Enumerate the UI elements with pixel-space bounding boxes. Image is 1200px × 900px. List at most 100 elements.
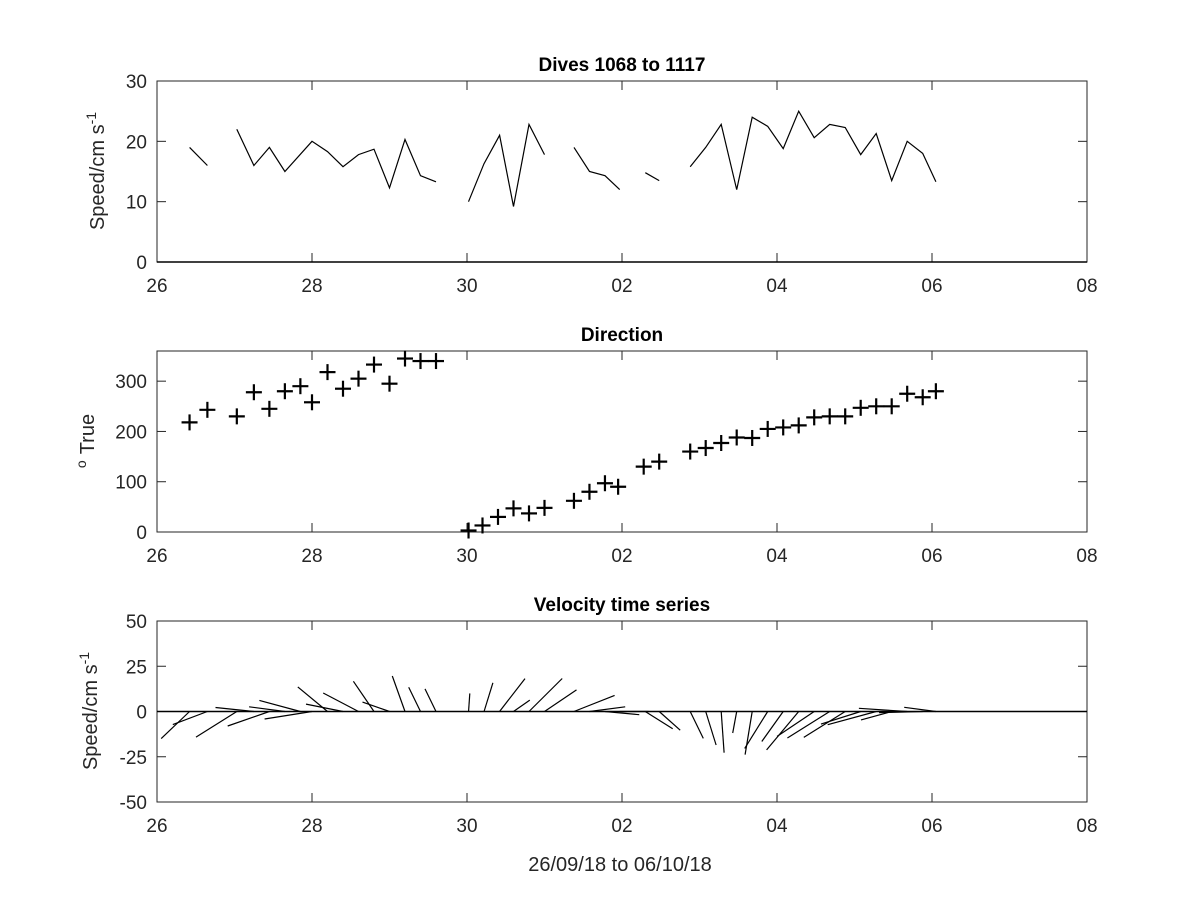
direction-point: [381, 375, 398, 392]
velocity-stick: [644, 710, 674, 730]
velocity-stick: [408, 686, 422, 712]
x-tick-label: 08: [1076, 546, 1097, 567]
x-tick-label: 04: [766, 816, 788, 837]
velocity-stick: [528, 678, 563, 712]
speed-y-ticks: 0 10 20 30: [126, 72, 1087, 274]
x-tick-label: 04: [766, 276, 788, 297]
velocity-stick: [776, 711, 815, 737]
velocity-stick: [352, 680, 375, 712]
direction-point: [474, 517, 491, 534]
x-tick-label: 28: [301, 276, 322, 297]
velocity-stick: [424, 688, 437, 712]
y-tick-label: 0: [136, 703, 147, 724]
direction-point: [821, 408, 838, 425]
velocity-x-ticks: 26 28 30 02 04 06 08: [146, 621, 1098, 837]
direction-chart-title: Direction: [581, 325, 663, 346]
velocity-chart-title: Velocity time series: [534, 595, 710, 616]
velocity-stick: [195, 710, 238, 738]
velocity-stick: [689, 711, 704, 739]
x-tick-label: 06: [921, 546, 942, 567]
direction-point: [428, 353, 444, 370]
velocity-stick: [264, 710, 313, 720]
direction-point: [744, 429, 761, 446]
direction-point: [319, 364, 336, 381]
direction-point: [397, 350, 413, 367]
velocity-stick: [803, 710, 846, 738]
x-tick-label: 26: [146, 276, 167, 297]
direction-point: [490, 508, 506, 525]
x-tick-label: 30: [456, 816, 477, 837]
velocity-stick: [160, 711, 190, 740]
direction-point: [245, 384, 262, 401]
y-tick-label: 30: [126, 72, 147, 93]
direction-point: [181, 414, 198, 431]
direction-point: [682, 443, 699, 460]
direction-point: [883, 398, 900, 415]
direction-point: [852, 399, 869, 416]
speed-x-ticks: 26 28 30 02 04 06 08: [146, 81, 1098, 297]
velocity-stick: [705, 711, 717, 746]
y-tick-label: 20: [126, 132, 147, 153]
velocity-y-axis-label: Speed/cm s-1: [76, 652, 102, 770]
velocity-stick: [544, 689, 577, 712]
velocity-stick: [499, 678, 526, 712]
speed-series-segment: [689, 109, 937, 190]
x-tick-label: 02: [611, 546, 632, 567]
y-tick-label: 50: [126, 612, 147, 633]
direction-point: [697, 440, 714, 457]
direction-point: [596, 475, 613, 492]
direction-point: [837, 408, 854, 425]
velocity-stick: [820, 710, 861, 725]
direction-point: [790, 417, 807, 434]
direction-x-ticks: 26 28 30 02 04 06 08: [146, 351, 1098, 567]
y-tick-label: -25: [120, 748, 147, 769]
velocity-stick: [766, 711, 800, 751]
direction-point: [581, 483, 598, 500]
direction-point: [199, 401, 216, 418]
direction-point: [228, 408, 245, 425]
x-tick-label: 26: [146, 816, 167, 837]
direction-point: [775, 419, 792, 436]
velocity-stick: [573, 694, 615, 713]
direction-y-axis-label: o True: [73, 414, 99, 468]
x-tick-label: 26: [146, 546, 167, 567]
direction-point: [759, 420, 776, 437]
speed-axes-frame: [156, 80, 1088, 263]
velocity-stick: [589, 706, 626, 713]
x-axis-label: 26/09/18 to 06/10/18: [528, 854, 712, 876]
x-tick-label: 30: [456, 546, 477, 567]
direction-axes-frame: [156, 350, 1088, 533]
velocity-stick: [658, 711, 681, 731]
direction-point: [304, 394, 320, 411]
direction-point: [536, 499, 553, 516]
velocity-stick: [787, 710, 831, 739]
direction-point: [366, 356, 382, 373]
direction-point: [713, 435, 730, 452]
y-tick-label: 25: [126, 657, 147, 678]
direction-point: [610, 478, 627, 495]
speed-series-segment: [645, 172, 660, 182]
direction-point: [412, 353, 429, 370]
x-tick-label: 02: [611, 276, 632, 297]
velocity-stick: [513, 699, 531, 712]
y-tick-label: 0: [136, 523, 147, 544]
direction-point: [292, 378, 309, 395]
direction-point: [276, 383, 293, 400]
speed-panel: Dives 1068 to 1117 Speed/cm s-1 0102030 …: [83, 55, 1098, 297]
velocity-stick: [467, 693, 471, 712]
velocity-stick: [362, 701, 390, 713]
speed-y-axis-label: Speed/cm s-1: [83, 112, 109, 230]
direction-point: [806, 409, 823, 426]
velocity-stick: [391, 675, 406, 712]
direction-point: [927, 383, 944, 400]
y-tick-label: 0: [136, 253, 147, 274]
direction-y-axis-label-degree: o: [73, 460, 89, 468]
velocity-stick: [744, 711, 769, 749]
speed-y-axis-label-exponent: -1: [83, 112, 99, 125]
y-tick-label: 300: [115, 372, 147, 393]
velocity-stick: [744, 711, 753, 755]
velocity-y-axis-label-main: Speed/cm s: [80, 664, 102, 770]
direction-point: [914, 389, 931, 406]
direction-markers: [181, 350, 944, 539]
